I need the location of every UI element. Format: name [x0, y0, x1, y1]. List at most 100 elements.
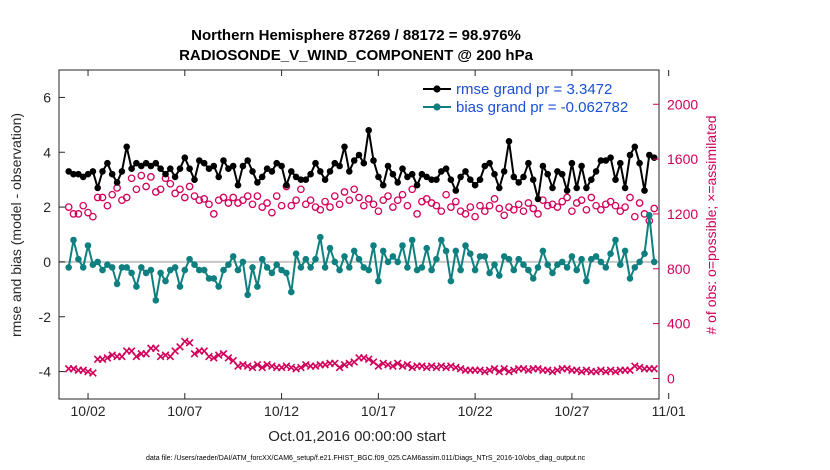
bias-point [99, 266, 106, 274]
bias-point [191, 261, 198, 269]
rmse-point [375, 173, 382, 181]
rmse-point [438, 168, 445, 175]
bias-point [399, 242, 406, 249]
possible-point [248, 200, 257, 209]
x-tick-label: 10/02 [71, 403, 106, 419]
rmse-point [244, 157, 251, 164]
rmse-point [631, 143, 639, 151]
possible-point [239, 196, 247, 205]
rmse-point [554, 168, 561, 175]
y-tick-label: 2 [43, 199, 51, 215]
possible-point [563, 193, 571, 202]
possible-point [171, 189, 179, 198]
bias-point [442, 247, 450, 255]
bias-point [496, 272, 503, 279]
assimilated-point [89, 369, 97, 377]
bias-point [210, 275, 218, 282]
bias-point [438, 236, 445, 244]
possible-point [451, 197, 460, 206]
possible-point [364, 195, 373, 203]
bias-point [360, 264, 368, 271]
bias-point [544, 261, 551, 269]
rmse-point [408, 170, 416, 178]
possible-point [495, 204, 504, 213]
bias-point [413, 266, 421, 274]
rmse-point [108, 170, 116, 178]
possible-point [379, 196, 388, 205]
rmse-point [365, 127, 373, 134]
assimilated-point [248, 363, 257, 372]
assimilated-point [335, 363, 344, 372]
assimilated-point [151, 344, 160, 353]
possible-point [345, 196, 354, 205]
rmse-point [481, 162, 489, 170]
bias-point [481, 253, 489, 260]
possible-point [316, 205, 325, 214]
possible-point [461, 210, 470, 218]
possible-point [132, 185, 141, 194]
bias-point [539, 247, 547, 255]
bias-point [331, 258, 339, 266]
rmse-point [181, 154, 189, 161]
assimilated-point [500, 364, 509, 373]
rmse-point [196, 157, 203, 164]
x-tick-label: 11/01 [652, 403, 686, 419]
bias-point [520, 261, 527, 269]
bias-point [79, 264, 87, 271]
bias-point [273, 261, 281, 269]
y-right-tick-label: 1200 [667, 206, 698, 222]
bias-point [626, 275, 634, 282]
rmse-point [346, 168, 353, 175]
possible-point [253, 192, 262, 200]
possible-point [166, 179, 175, 188]
rmse-point [612, 176, 619, 183]
rmse-point [75, 170, 82, 178]
x-tick-label: 10/07 [167, 403, 202, 419]
possible-point [476, 201, 484, 210]
assimilated-point [490, 364, 499, 373]
rmse-point [268, 168, 276, 175]
possible-point [500, 211, 509, 220]
rmse-point [65, 168, 72, 175]
rmse-point [283, 181, 290, 189]
y-right-tick-label: 0 [667, 370, 675, 386]
rmse-point [278, 162, 285, 170]
rmse-point [128, 165, 135, 172]
possible-point [243, 192, 252, 200]
bias-point [491, 261, 498, 269]
bias-point [258, 255, 266, 263]
rmse-point [307, 170, 314, 178]
bias-point [181, 266, 189, 274]
rmse-point [573, 184, 580, 192]
rmse-point [529, 176, 537, 183]
y-axis-right-label: # of obs: o=possible; ×=assimilated [703, 115, 719, 334]
bias-point [370, 242, 377, 249]
rmse-point [297, 176, 305, 183]
bias-point [104, 261, 111, 269]
assimilated-point [650, 364, 659, 373]
bias-point [341, 253, 348, 260]
bias-point [283, 269, 290, 277]
bias-point [89, 261, 97, 269]
rmse-point [505, 138, 513, 145]
possible-point [64, 203, 73, 211]
assimilated-point [258, 363, 267, 372]
possible-point [587, 193, 596, 202]
rmse-point [525, 159, 532, 167]
possible-point [209, 210, 218, 218]
rmse-point [379, 181, 387, 189]
rmse-point [176, 165, 184, 172]
rmse-point [336, 162, 343, 170]
y-axis-left: 6 4 2 0 -2 -4 [39, 89, 65, 380]
bias-point [152, 297, 160, 304]
rmse-point [578, 162, 585, 170]
rmse-point [142, 159, 150, 167]
possible-point [268, 208, 276, 217]
bias-point [138, 264, 145, 271]
legend: rmse grand pr = 3.3472 bias grand pr = -… [423, 81, 628, 116]
possible-point [408, 185, 417, 194]
rmse-point [210, 162, 218, 170]
bias-point [346, 264, 353, 271]
footnote: data file: /Users/raeder/DAI/ATM_forcXX/… [146, 455, 586, 462]
rmse-point [321, 176, 329, 183]
